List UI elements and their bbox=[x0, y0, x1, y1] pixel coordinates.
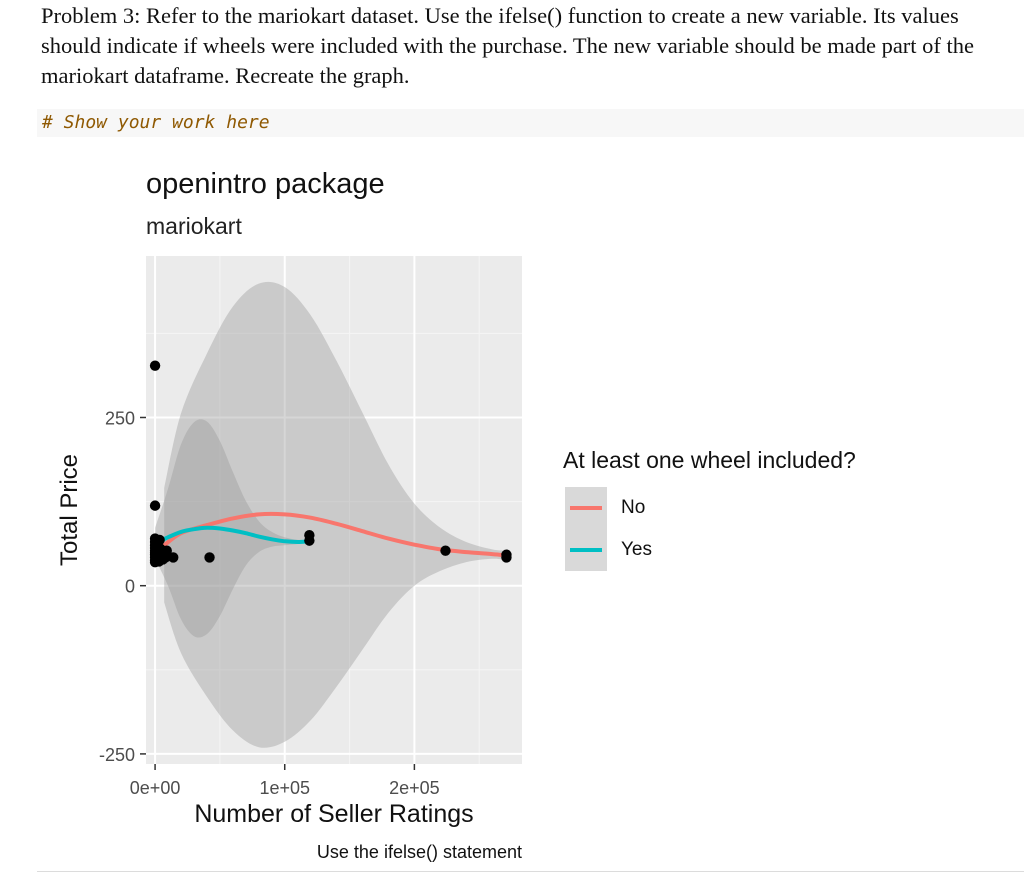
plot-panel bbox=[146, 256, 522, 764]
x-tick-label: 1e+05 bbox=[259, 778, 310, 798]
y-tick-label: -250 bbox=[99, 745, 135, 765]
data-points bbox=[149, 360, 512, 568]
smooth-line-yes bbox=[153, 525, 312, 546]
problem-statement: Problem 3: Refer to the mariokart datase… bbox=[41, 3, 975, 88]
legend-line-yes bbox=[570, 548, 602, 552]
legend-title: At least one wheel included? bbox=[563, 447, 856, 473]
data-point bbox=[204, 552, 215, 563]
x-tick-label: 2e+05 bbox=[389, 778, 440, 798]
confidence-band-no bbox=[164, 281, 507, 748]
y-tick-label: 250 bbox=[105, 408, 135, 428]
legend-label-yes: Yes bbox=[621, 539, 652, 560]
legend-line-no bbox=[570, 506, 602, 510]
divider bbox=[37, 871, 1024, 872]
smooth-line-no bbox=[162, 511, 509, 558]
y-axis-label: Total Price bbox=[56, 454, 83, 566]
data-point bbox=[501, 552, 512, 563]
data-point bbox=[161, 545, 172, 556]
major-gridlines bbox=[146, 256, 522, 764]
y-tick-label: 0 bbox=[125, 577, 135, 597]
legend-label-no: No bbox=[621, 497, 646, 518]
chart-caption: Use the ifelse() statement bbox=[317, 842, 522, 862]
data-point bbox=[149, 360, 161, 371]
legend-key-yes bbox=[565, 529, 607, 571]
legend-key-no bbox=[565, 487, 607, 529]
data-point bbox=[304, 535, 315, 546]
minor-gridlines bbox=[146, 256, 522, 764]
chart-subtitle: mariokart bbox=[146, 213, 242, 239]
data-point bbox=[168, 552, 179, 563]
code-comment: # Show your work here bbox=[42, 112, 270, 133]
axes: 0e+00 1e+05 2e+05 -250 0 250 bbox=[99, 408, 440, 798]
code-chunk[interactable]: # Show your work here bbox=[37, 109, 1024, 137]
legend: At least one wheel included? No Yes bbox=[563, 447, 856, 571]
data-point bbox=[154, 534, 165, 546]
data-point bbox=[440, 545, 451, 556]
x-axis-label: Number of Seller Ratings bbox=[194, 800, 473, 828]
smooth-lines bbox=[153, 511, 509, 558]
data-point bbox=[149, 500, 161, 511]
chart-title: openintro package bbox=[146, 168, 385, 200]
x-tick-label: 0e+00 bbox=[130, 778, 181, 798]
